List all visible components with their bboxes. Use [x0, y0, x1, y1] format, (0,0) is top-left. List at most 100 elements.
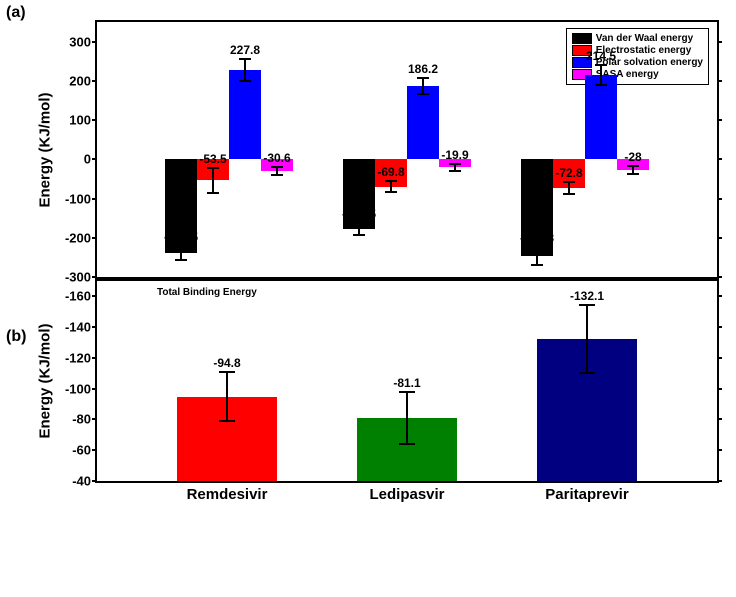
- panel-b-ylabel: Energy (KJ/mol): [37, 323, 54, 438]
- error-cap: [531, 246, 543, 248]
- y-tick-mark: [92, 198, 97, 200]
- panel-b-container: Energy (KJ/mol) Total Binding Energy-40-…: [95, 279, 736, 483]
- bar: [229, 70, 261, 159]
- y-tick-mark: [717, 326, 722, 328]
- y-tick-mark: [92, 480, 97, 482]
- panel-b-chart: Total Binding Energy-40-60-80-100-120-14…: [95, 279, 719, 483]
- legend-text: Van der Waal energy: [596, 33, 693, 44]
- error-bar: [586, 305, 588, 373]
- panel-b-label: (b): [6, 328, 26, 346]
- y-tick-mark: [717, 388, 722, 390]
- bar-value-label: -19.9: [441, 148, 468, 162]
- y-tick-mark: [92, 41, 97, 43]
- error-cap: [385, 180, 397, 182]
- error-cap: [399, 443, 415, 445]
- y-tick-mark: [717, 80, 722, 82]
- error-cap: [417, 93, 429, 95]
- bar-value-label: -245.8: [520, 231, 554, 245]
- y-tick-mark: [92, 326, 97, 328]
- y-tick-mark: [717, 418, 722, 420]
- x-tick-label: Remdesivir: [187, 481, 268, 503]
- error-cap: [239, 80, 251, 82]
- bar: [585, 75, 617, 159]
- error-cap: [449, 170, 461, 172]
- x-tick-label: Ledipasvir: [369, 481, 444, 503]
- error-cap: [219, 420, 235, 422]
- error-cap: [207, 167, 219, 169]
- y-tick-mark: [717, 119, 722, 121]
- error-cap: [239, 58, 251, 60]
- x-tick-label: Paritaprevir: [545, 481, 628, 503]
- y-tick-mark: [717, 41, 722, 43]
- error-bar: [406, 392, 408, 444]
- bar-value-label: -30.6: [263, 151, 290, 165]
- panel-a-ylabel: Energy (KJ/mol): [37, 92, 54, 207]
- error-bar: [244, 59, 246, 81]
- legend-swatch: [572, 33, 592, 44]
- y-tick-mark: [92, 295, 97, 297]
- bar-value-label: 214.5: [586, 49, 616, 63]
- y-tick-mark: [92, 388, 97, 390]
- error-cap: [579, 304, 595, 306]
- error-cap: [531, 264, 543, 266]
- y-tick-mark: [717, 198, 722, 200]
- bar-value-label: -132.1: [570, 289, 604, 303]
- error-cap: [175, 259, 187, 261]
- error-cap: [595, 64, 607, 66]
- y-tick-mark: [92, 357, 97, 359]
- error-cap: [449, 163, 461, 165]
- error-cap: [271, 174, 283, 176]
- error-bar: [226, 372, 228, 421]
- error-cap: [399, 391, 415, 393]
- y-tick-mark: [92, 276, 97, 278]
- legend-item: Van der Waal energy: [572, 33, 703, 44]
- error-bar: [212, 168, 214, 193]
- y-tick-mark: [717, 449, 722, 451]
- panel-b-title: Total Binding Energy: [157, 287, 257, 298]
- error-cap: [353, 234, 365, 236]
- panel-a-chart: -300-200-1000100200300Van der Waal energ…: [95, 20, 719, 279]
- bar-value-label: -177.5: [342, 207, 376, 221]
- error-cap: [353, 222, 365, 224]
- error-cap: [219, 371, 235, 373]
- bar-value-label: -81.1: [393, 376, 420, 390]
- y-tick-mark: [717, 276, 722, 278]
- y-tick-mark: [92, 80, 97, 82]
- y-tick-mark: [717, 357, 722, 359]
- bar-value-label: -53.5: [199, 152, 226, 166]
- y-tick-mark: [92, 418, 97, 420]
- panel-a-container: Energy (KJ/mol) -300-200-1000100200300Va…: [95, 20, 736, 279]
- y-tick-mark: [92, 449, 97, 451]
- error-cap: [579, 372, 595, 374]
- error-cap: [175, 245, 187, 247]
- bar-value-label: 227.8: [230, 43, 260, 57]
- bar-value-label: -69.8: [377, 165, 404, 179]
- panel-a-label: (a): [6, 4, 26, 22]
- bar-value-label: 186.2: [408, 62, 438, 76]
- bar-value-label: -238.5: [164, 230, 198, 244]
- error-cap: [385, 191, 397, 193]
- y-tick-mark: [92, 237, 97, 239]
- bar: [407, 86, 439, 159]
- error-cap: [627, 173, 639, 175]
- y-tick-mark: [717, 237, 722, 239]
- bar-value-label: -72.8: [555, 166, 582, 180]
- y-tick-mark: [717, 480, 722, 482]
- error-bar: [536, 247, 538, 265]
- y-tick-mark: [92, 158, 97, 160]
- error-bar: [180, 246, 182, 260]
- error-cap: [563, 193, 575, 195]
- error-cap: [417, 77, 429, 79]
- error-cap: [563, 181, 575, 183]
- bar-value-label: -94.8: [213, 356, 240, 370]
- error-cap: [627, 165, 639, 167]
- y-tick-mark: [92, 119, 97, 121]
- error-cap: [271, 166, 283, 168]
- error-cap: [595, 84, 607, 86]
- y-tick-mark: [717, 158, 722, 160]
- error-bar: [422, 78, 424, 94]
- y-tick-mark: [717, 295, 722, 297]
- error-cap: [207, 192, 219, 194]
- bar-value-label: -28: [624, 150, 641, 164]
- error-bar: [600, 65, 602, 85]
